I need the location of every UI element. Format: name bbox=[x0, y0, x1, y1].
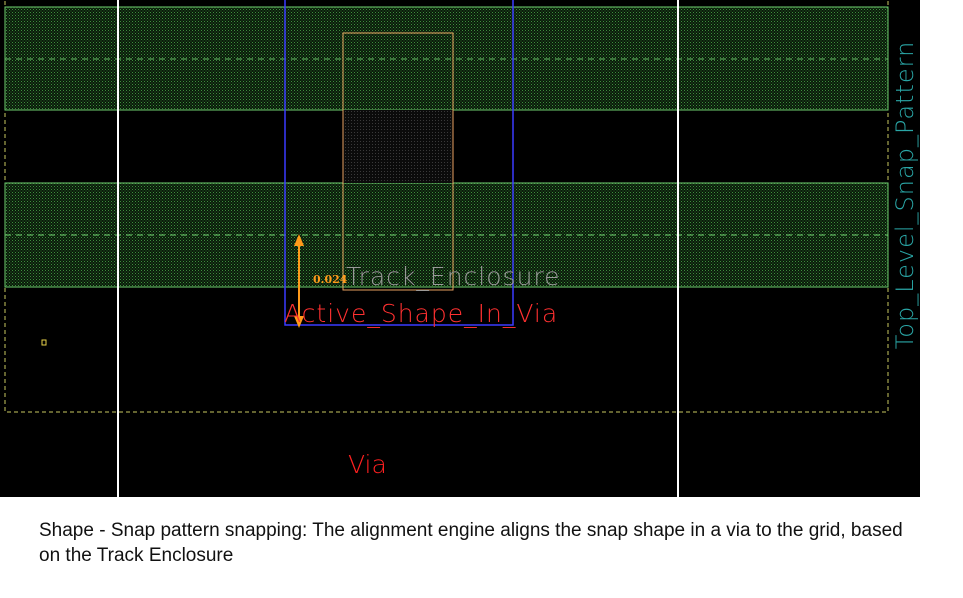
snap-pattern-label: Top_Level_Snap_Pattern bbox=[891, 40, 919, 350]
track-enclosure-outline[interactable] bbox=[342, 32, 454, 291]
layout-drawing bbox=[4, 0, 889, 497]
track-enclosure-fill bbox=[343, 110, 453, 183]
figure-caption: Shape - Snap pattern snapping: The align… bbox=[39, 520, 903, 566]
via-outline[interactable] bbox=[284, 0, 514, 326]
dimension-label: 0.024 bbox=[313, 273, 348, 286]
ruler-arrowhead-bottom bbox=[294, 316, 304, 328]
ruler-arrowhead-top bbox=[294, 234, 304, 246]
active-shape-label: Active_Shape_In_Via bbox=[284, 299, 559, 328]
via-label: Via bbox=[348, 450, 387, 479]
track-enclosure-label: Track_Enclosure bbox=[346, 262, 561, 291]
origin-marker bbox=[41, 339, 47, 346]
layout-canvas[interactable]: Track_Enclosure Active_Shape_In_Via 0.02… bbox=[0, 0, 920, 497]
